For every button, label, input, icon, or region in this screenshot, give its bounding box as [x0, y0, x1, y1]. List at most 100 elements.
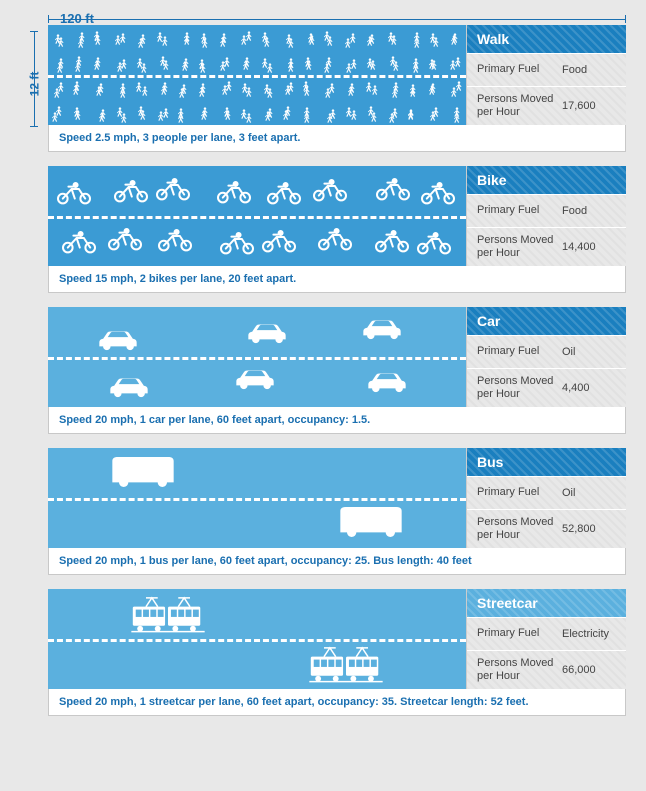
- ped-icon: [48, 106, 64, 125]
- mode-bike: Bike Primary Fuel Food Persons Moved per…: [48, 166, 626, 293]
- dimension-height-label: 12 ft: [27, 72, 41, 97]
- ped-icon: [321, 107, 339, 125]
- bike-icon: [418, 179, 458, 207]
- ped-icon: [134, 104, 152, 125]
- bike-icon: [155, 226, 195, 254]
- mode-walk: Walk Primary Fuel Food Persons Moved per…: [48, 25, 626, 152]
- ped-icon: [404, 81, 422, 103]
- mode-bus: Bus Primary Fuel Oil Persons Moved per H…: [48, 448, 626, 575]
- ped-icon: [298, 80, 316, 102]
- ped-icon: [339, 32, 357, 54]
- mode-caption: Speed 20 mph, 1 bus per lane, 60 feet ap…: [48, 548, 626, 575]
- bike-icon: [217, 229, 257, 257]
- fuel-label: Primary Fuel: [477, 204, 562, 217]
- tram-icon: [58, 592, 278, 636]
- ped-icon: [300, 54, 318, 76]
- bike-icon: [414, 229, 454, 257]
- pmh-value: 17,600: [562, 100, 616, 112]
- ped-icon: [342, 80, 360, 102]
- ped-icon: [240, 107, 258, 125]
- pmh-row: Persons Moved per Hour 4,400: [467, 368, 626, 407]
- car-icon: [78, 324, 158, 352]
- ped-icon: [196, 32, 214, 54]
- mode-car: Car Primary Fuel Oil Persons Moved per H…: [48, 307, 626, 434]
- fuel-value: Electricity: [562, 628, 616, 640]
- info-panel: Bus Primary Fuel Oil Persons Moved per H…: [466, 448, 626, 548]
- pmh-row: Persons Moved per Hour 66,000: [467, 650, 626, 689]
- fuel-value: Food: [562, 205, 616, 217]
- ped-icon: [365, 106, 383, 125]
- ped-icon: [235, 29, 253, 51]
- ped-icon: [155, 79, 173, 101]
- bike-icon: [105, 225, 145, 253]
- fuel-row: Primary Fuel Food: [467, 194, 626, 227]
- ped-icon: [216, 79, 234, 101]
- lane-graphic: [48, 25, 466, 125]
- bike-icon: [310, 176, 350, 204]
- fuel-value: Oil: [562, 487, 616, 499]
- fuel-label: Primary Fuel: [477, 63, 562, 76]
- car-icon: [215, 363, 295, 391]
- ped-icon: [258, 31, 276, 53]
- ped-icon: [427, 31, 445, 53]
- ped-icon: [303, 29, 321, 51]
- ped-icon: [67, 79, 85, 101]
- pmh-value: 4,400: [562, 382, 616, 394]
- tram-icon: [236, 642, 456, 686]
- ped-icon: [152, 105, 170, 125]
- bike-icon: [264, 179, 304, 207]
- ped-icon: [115, 107, 133, 125]
- pmh-row: Persons Moved per Hour 52,800: [467, 509, 626, 548]
- ped-icon: [402, 104, 420, 125]
- mode-title: Walk: [467, 25, 626, 53]
- ped-icon: [386, 82, 404, 104]
- mode-caption: Speed 2.5 mph, 3 people per lane, 3 feet…: [48, 125, 626, 152]
- lane-divider: [48, 216, 466, 219]
- ped-icon: [156, 30, 174, 52]
- fuel-label: Primary Fuel: [477, 486, 562, 499]
- ped-icon: [93, 106, 111, 125]
- lane-graphic: [48, 448, 466, 548]
- ped-icon: [240, 81, 258, 103]
- ped-icon: [261, 82, 279, 104]
- pmh-label: Persons Moved per Hour: [477, 93, 562, 119]
- dimension-frame: 120 ft 12 ft Walk Primary Fuel Food Pers…: [20, 15, 626, 152]
- bike-icon: [373, 175, 413, 203]
- bike-icon: [214, 178, 254, 206]
- bus-icon: [286, 503, 456, 543]
- lane-divider: [48, 639, 466, 642]
- ped-icon: [89, 29, 107, 51]
- ped-icon: [345, 104, 363, 125]
- fuel-value: Oil: [562, 346, 616, 358]
- lane-divider: [48, 498, 466, 501]
- pmh-label: Persons Moved per Hour: [477, 234, 562, 260]
- ped-icon: [424, 105, 442, 125]
- pmh-label: Persons Moved per Hour: [477, 516, 562, 542]
- ped-icon: [444, 54, 462, 76]
- ped-icon: [282, 32, 300, 54]
- ped-icon: [219, 104, 237, 125]
- car-icon: [227, 317, 307, 345]
- ped-icon: [385, 29, 403, 51]
- fuel-row: Primary Fuel Food: [467, 53, 626, 86]
- lane-graphic: [48, 307, 466, 407]
- ped-icon: [279, 79, 297, 101]
- pmh-value: 52,800: [562, 523, 616, 535]
- fuel-row: Primary Fuel Oil: [467, 476, 626, 509]
- pmh-value: 66,000: [562, 664, 616, 676]
- ped-icon: [425, 54, 443, 76]
- ped-icon: [237, 54, 255, 76]
- bike-icon: [153, 175, 193, 203]
- lane-graphic: [48, 589, 466, 689]
- ped-icon: [277, 104, 295, 125]
- mode-streetcar: Streetcar Primary Fuel Electricity Perso…: [48, 589, 626, 716]
- pmh-label: Persons Moved per Hour: [477, 657, 562, 683]
- mode-caption: Speed 20 mph, 1 car per lane, 60 feet ap…: [48, 407, 626, 434]
- info-panel: Walk Primary Fuel Food Persons Moved per…: [466, 25, 626, 125]
- car-icon: [347, 366, 427, 394]
- fuel-value: Food: [562, 64, 616, 76]
- ped-icon: [364, 54, 382, 76]
- ped-icon: [90, 80, 108, 102]
- ped-icon: [214, 55, 232, 77]
- pmh-row: Persons Moved per Hour 14,400: [467, 227, 626, 266]
